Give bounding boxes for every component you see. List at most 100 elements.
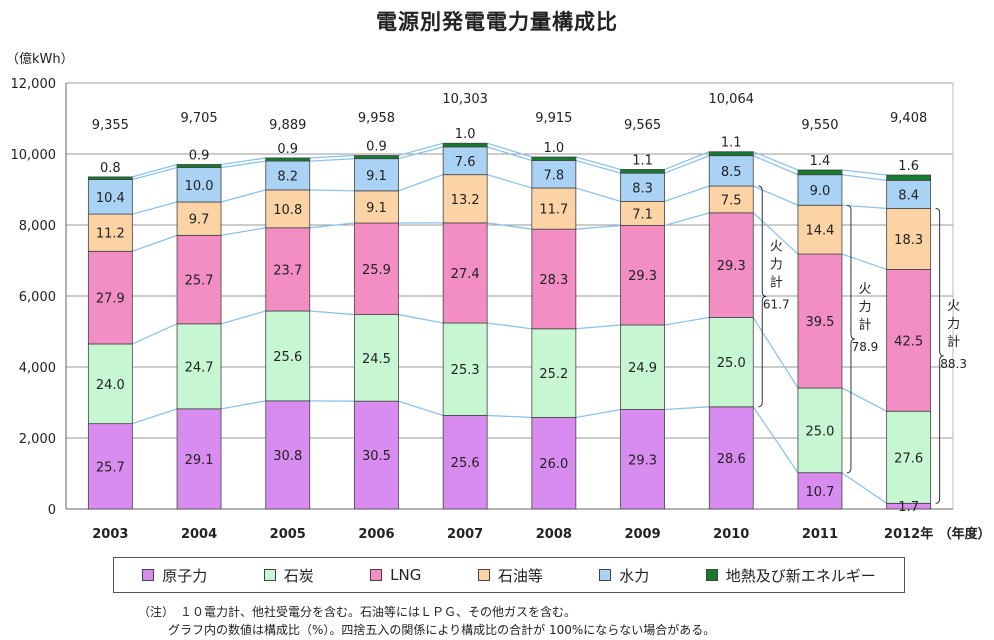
- bar-segment: [265, 157, 311, 162]
- data-label: 27.9: [96, 292, 125, 307]
- data-label: 8.3: [632, 181, 653, 196]
- connector-line: [220, 400, 266, 410]
- data-label: 30.8: [273, 449, 302, 464]
- y-tick-label: 12,000: [11, 77, 57, 92]
- bar-segment: [708, 317, 754, 408]
- bar-segment: [620, 172, 665, 202]
- legend-label: 水力: [619, 566, 650, 585]
- connector-line: [575, 187, 621, 202]
- connector-line: [220, 310, 266, 325]
- data-label: 25.6: [451, 456, 480, 471]
- connector-line: [220, 227, 266, 237]
- data-label: 25.7: [185, 274, 214, 289]
- bar-segment: [176, 234, 222, 325]
- data-label: 24.7: [185, 360, 214, 375]
- bar-segment: [708, 212, 754, 318]
- bar-segment: [87, 179, 133, 215]
- data-label: 25.0: [805, 424, 834, 439]
- bar-segment: [176, 408, 222, 510]
- x-tick-label: 2009: [624, 527, 660, 542]
- connector-line: [752, 155, 799, 176]
- x-tick-label: 2003: [92, 527, 128, 542]
- bar-segment: [620, 324, 665, 410]
- data-label: 9.1: [366, 169, 387, 184]
- y-tick-label: 8,000: [19, 219, 56, 234]
- legend-item: 原子力: [142, 565, 207, 586]
- legend-label: 石油等: [497, 566, 543, 585]
- connector-line: [575, 408, 621, 419]
- bar-segment: [87, 250, 133, 345]
- connector-line: [575, 159, 621, 174]
- bar-segment: [442, 146, 488, 176]
- legend-item: 石油等: [477, 565, 543, 586]
- bar-segment: [354, 155, 399, 160]
- connector-line: [664, 316, 710, 326]
- data-label: 8.5: [721, 165, 742, 180]
- data-label: 7.1: [632, 207, 653, 222]
- data-label: 25.3: [451, 363, 480, 378]
- data-label: 29.1: [185, 453, 214, 468]
- thermal-label-char: 力: [770, 257, 783, 272]
- thermal-label-char: 計: [947, 334, 960, 350]
- data-label: 9.0: [810, 184, 831, 199]
- data-label: 7.5: [721, 193, 742, 208]
- bar-segment: [531, 228, 577, 330]
- total-label: 10,303: [442, 92, 488, 107]
- legend-swatch: [263, 569, 276, 581]
- connector-line: [487, 322, 532, 330]
- bar-segment: [354, 190, 399, 224]
- connector-line: [309, 310, 355, 316]
- connector-line: [132, 408, 178, 425]
- connector-line: [309, 222, 355, 229]
- note-line-1: （注） １０電力計、他社受電分を含む。石油等にはＬＰＧ、その他ガスを含む。: [138, 605, 577, 619]
- data-label: 0.9: [366, 139, 387, 154]
- connector-line: [398, 313, 444, 324]
- data-label: 1.0: [544, 141, 565, 156]
- connector-line: [487, 222, 532, 230]
- y-tick-label: 0: [48, 503, 56, 518]
- x-tick-label: 2007: [447, 527, 483, 542]
- data-label: 1.4: [810, 154, 831, 169]
- bar-segment: [708, 155, 754, 187]
- x-tick-label: 2006: [358, 527, 394, 542]
- total-label: 9,550: [801, 118, 838, 133]
- data-label: 25.6: [273, 350, 302, 365]
- connector-line: [664, 185, 710, 202]
- legend-label: 石炭: [283, 566, 314, 585]
- connector-line: [841, 472, 888, 504]
- connector-line: [752, 212, 799, 255]
- total-label: 9,705: [180, 111, 217, 126]
- x-axis-unit: （年度）: [939, 526, 991, 542]
- data-label: 25.9: [362, 263, 391, 278]
- bar-segment: [620, 169, 665, 174]
- data-label: 24.5: [362, 352, 391, 367]
- connector-line: [752, 317, 799, 389]
- thermal-bracket: [846, 204, 855, 474]
- data-label: 9.7: [189, 213, 210, 228]
- data-label: 25.7: [96, 460, 125, 475]
- legend-label: LNG: [390, 566, 422, 584]
- connector-line: [664, 151, 710, 171]
- data-label: 11.7: [539, 203, 568, 218]
- data-label: 29.3: [628, 269, 657, 284]
- data-label: 23.7: [273, 263, 302, 278]
- x-tick-label: 2010: [713, 527, 749, 542]
- connector-line: [132, 201, 178, 215]
- connector-line: [398, 400, 444, 417]
- legend-label: 地熱及び新エネルギー: [725, 566, 876, 585]
- data-label: 10.7: [805, 485, 834, 500]
- data-label: 7.8: [544, 168, 565, 183]
- connector-line: [398, 174, 444, 192]
- bar-segment: [620, 409, 665, 510]
- thermal-label-char: 計: [770, 274, 783, 290]
- bar-segment: [87, 176, 133, 180]
- data-label: 27.4: [451, 267, 480, 282]
- thermal-label-char: 力: [947, 317, 960, 332]
- bar-segment: [708, 406, 754, 510]
- data-label: 7.6: [455, 155, 476, 170]
- thermal-value: 61.7: [763, 297, 790, 311]
- bar-chart: 0 2,000 4,000 6,000 8,000 10,000 12,000 （億kWh） 2…: [6, 51, 991, 542]
- data-label: 14.4: [805, 224, 834, 239]
- connector-line: [309, 158, 355, 162]
- bar-segment: [442, 142, 488, 148]
